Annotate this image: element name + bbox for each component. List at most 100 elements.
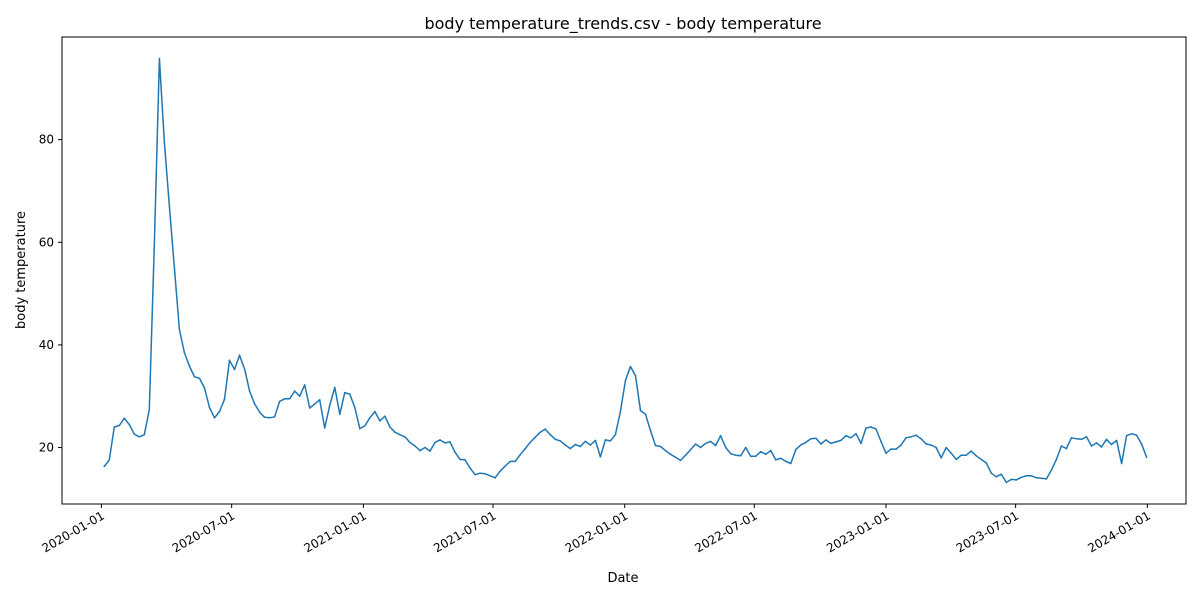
data-point (759, 450, 762, 453)
data-point (233, 368, 236, 371)
data-point (770, 449, 772, 452)
data-point (739, 455, 742, 457)
data-point (183, 351, 186, 354)
data-point (699, 446, 702, 449)
data-point (1005, 481, 1008, 484)
data-point (1120, 462, 1123, 465)
data-point (754, 455, 757, 458)
data-point (354, 406, 356, 409)
data-point (173, 267, 176, 269)
data-point (609, 440, 612, 442)
data-point (644, 413, 647, 416)
data-point (404, 436, 406, 438)
data-point (288, 398, 291, 400)
data-point (765, 453, 767, 456)
data-point (359, 427, 361, 430)
data-point (684, 454, 687, 457)
data-point (554, 438, 557, 441)
data-point (153, 241, 156, 244)
data-point (514, 460, 516, 463)
data-point (484, 472, 486, 475)
data-point (474, 473, 476, 476)
data-point (278, 400, 281, 403)
data-point (534, 436, 536, 439)
data-point (1045, 478, 1048, 480)
data-point (1145, 456, 1148, 459)
data-point (1030, 475, 1033, 477)
data-point (614, 433, 617, 436)
data-point (995, 476, 998, 478)
y-tick-label: 40 (39, 338, 54, 352)
data-point (118, 424, 121, 427)
data-point (579, 445, 582, 448)
x-tick-label: 2021-07-01 (431, 508, 498, 555)
data-point (880, 440, 882, 443)
data-point (569, 447, 572, 450)
data-point (133, 433, 136, 436)
data-point (203, 387, 206, 389)
plot-area-frame (61, 36, 1187, 505)
data-point (148, 408, 151, 411)
data-point (669, 453, 672, 456)
data-point (1090, 445, 1093, 447)
data-point (775, 459, 777, 461)
data-point (138, 436, 141, 438)
data-point (298, 395, 301, 398)
data-point (719, 434, 722, 437)
data-point (1130, 432, 1133, 435)
data-point (419, 449, 421, 452)
x-tick-label: 2022-07-01 (692, 508, 759, 555)
y-tick-label: 80 (39, 133, 54, 147)
data-point (524, 447, 526, 450)
data-point (273, 416, 276, 418)
data-point (985, 462, 988, 464)
data-point (835, 441, 837, 443)
data-point (1010, 478, 1013, 481)
data-point (820, 443, 822, 445)
data-point (1060, 445, 1063, 447)
data-point (253, 403, 256, 405)
data-point (464, 459, 466, 461)
data-point (1055, 458, 1058, 461)
data-point (208, 406, 211, 409)
data-point (729, 452, 732, 455)
data-point (604, 439, 607, 441)
y-axis-label: body temperature (14, 211, 29, 329)
data-point (584, 440, 587, 443)
data-point (283, 398, 286, 400)
data-point (1070, 437, 1073, 439)
data-point (384, 415, 386, 418)
data-point (855, 432, 857, 435)
data-point (749, 455, 752, 458)
x-tick-label: 2023-07-01 (954, 508, 1021, 555)
x-tick-label: 2020-07-01 (170, 508, 237, 555)
data-point (369, 417, 371, 419)
data-point (449, 441, 451, 443)
data-point (1040, 477, 1043, 480)
data-point (1110, 443, 1113, 446)
data-point (945, 446, 947, 449)
data-point (870, 426, 872, 428)
data-point (975, 455, 977, 457)
x-axis-label: Date (607, 571, 638, 586)
data-point (1115, 439, 1118, 442)
data-point (313, 403, 316, 405)
data-point (840, 439, 842, 442)
data-point (875, 428, 877, 430)
data-point (364, 425, 366, 427)
data-point (634, 374, 637, 377)
data-point (960, 454, 962, 457)
data-point (704, 442, 707, 445)
data-point (434, 441, 436, 444)
data-point (303, 384, 306, 386)
data-point (1085, 436, 1088, 438)
data-point (950, 452, 952, 455)
data-point (1100, 446, 1103, 448)
data-point (724, 446, 727, 449)
y-tick-label: 60 (39, 235, 54, 249)
data-point (318, 399, 321, 401)
data-point (930, 444, 932, 446)
x-tick-label: 2021-01-01 (301, 508, 368, 555)
x-tick-label: 2022-01-01 (563, 508, 630, 555)
